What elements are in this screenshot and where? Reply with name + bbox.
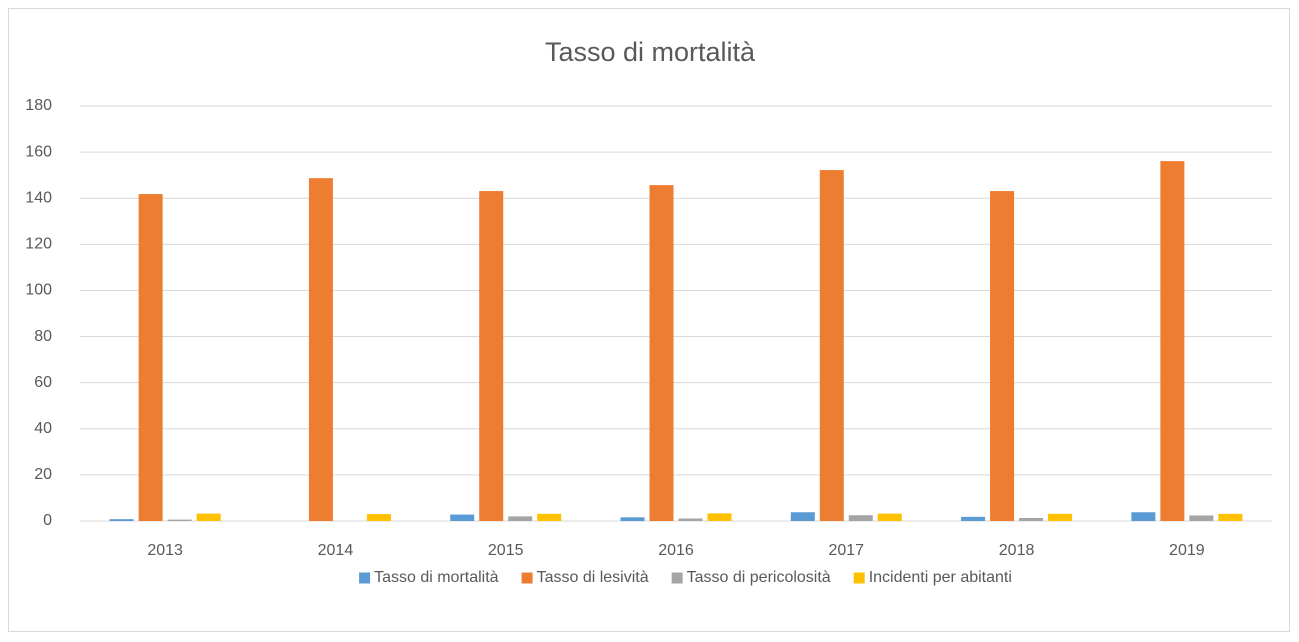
y-tick-label: 40 <box>34 420 52 437</box>
legend-swatch <box>853 572 865 584</box>
bar <box>1019 518 1044 521</box>
y-tick-label: 120 <box>25 236 52 253</box>
bar <box>848 515 873 521</box>
legend-label: Tasso di lesività <box>537 569 649 586</box>
bar <box>678 518 703 521</box>
x-tick-label: 2017 <box>828 542 864 559</box>
legend-label: Tasso di pericolosità <box>687 569 831 586</box>
bar <box>819 170 844 521</box>
legend-swatch <box>521 572 533 584</box>
x-tick-label: 2014 <box>318 542 354 559</box>
y-tick-label: 180 <box>25 97 52 114</box>
bar <box>1189 515 1214 521</box>
x-tick-label: 2013 <box>147 542 183 559</box>
legend-swatch <box>671 572 683 584</box>
y-tick-label: 100 <box>25 282 52 299</box>
x-tick-label: 2016 <box>658 542 694 559</box>
bar <box>138 194 163 522</box>
bar <box>707 513 732 521</box>
bar <box>649 185 674 521</box>
x-tick-label: 2019 <box>1169 542 1205 559</box>
x-tick-label: 2015 <box>488 542 524 559</box>
y-tick-label: 20 <box>34 466 52 483</box>
bar <box>308 178 333 522</box>
y-tick-label: 160 <box>25 143 52 160</box>
bar <box>366 514 391 521</box>
bar <box>1131 512 1156 521</box>
legend-label: Incidenti per abitanti <box>869 569 1012 586</box>
y-tick-label: 0 <box>43 512 52 529</box>
bar <box>537 513 562 521</box>
bar <box>790 512 815 521</box>
bar <box>1048 513 1073 521</box>
bar <box>620 517 645 521</box>
chart-border <box>8 8 1290 632</box>
bar <box>508 516 533 521</box>
y-tick-label: 80 <box>34 328 52 345</box>
bar <box>167 519 192 521</box>
bar <box>961 516 986 521</box>
bar <box>450 514 475 521</box>
bar <box>196 513 221 521</box>
legend-swatch <box>359 572 371 584</box>
chart-title: Tasso di mortalità <box>545 37 756 67</box>
y-tick-label: 140 <box>25 189 52 206</box>
bar <box>109 519 134 521</box>
bar <box>1218 513 1243 521</box>
x-tick-label: 2018 <box>999 542 1035 559</box>
bar <box>990 191 1015 521</box>
bar <box>877 513 902 521</box>
legend-label: Tasso di mortalità <box>374 569 499 586</box>
bar <box>1160 161 1185 521</box>
y-tick-label: 60 <box>34 374 52 391</box>
bar <box>479 191 504 521</box>
